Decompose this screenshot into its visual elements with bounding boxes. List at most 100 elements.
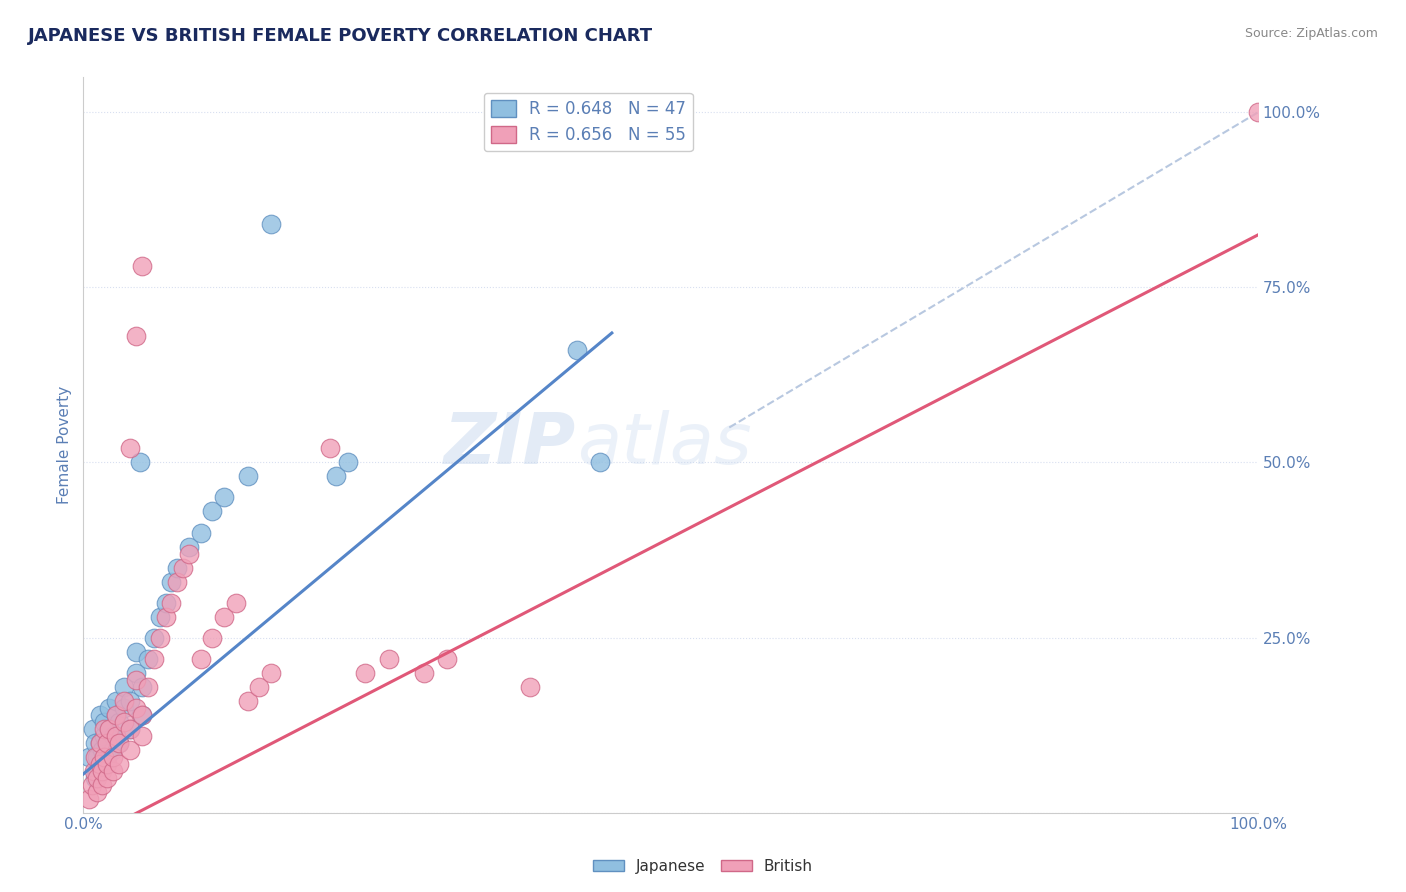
Point: [86, 749, 108, 764]
Point: [177, 547, 200, 561]
Point: [107, 735, 129, 749]
Point: [149, 609, 172, 624]
Point: [131, 707, 153, 722]
Point: [93, 729, 115, 743]
Point: [98, 722, 121, 736]
Point: [436, 651, 458, 665]
Point: [142, 651, 165, 665]
Point: [190, 651, 212, 665]
Point: [260, 218, 283, 232]
Point: [101, 729, 124, 743]
Point: [80, 778, 103, 792]
Point: [107, 756, 129, 771]
Point: [120, 722, 142, 736]
Point: [201, 504, 224, 518]
Point: [589, 455, 612, 469]
Point: [89, 756, 111, 771]
Point: [105, 729, 128, 743]
Point: [354, 665, 377, 680]
Point: [98, 700, 121, 714]
Legend: Japanese, British: Japanese, British: [588, 853, 818, 880]
Point: [172, 560, 194, 574]
Point: [96, 756, 118, 771]
Point: [131, 729, 153, 743]
Point: [160, 595, 183, 609]
Point: [93, 749, 115, 764]
Point: [91, 742, 114, 756]
Point: [107, 714, 129, 729]
Text: ZIP: ZIP: [444, 410, 576, 480]
Point: [105, 707, 128, 722]
Point: [201, 631, 224, 645]
Point: [166, 560, 188, 574]
Point: [319, 442, 342, 456]
Point: [131, 260, 153, 274]
Point: [89, 735, 111, 749]
Point: [131, 680, 153, 694]
Point: [77, 749, 100, 764]
Point: [190, 525, 212, 540]
Point: [77, 791, 100, 805]
Point: [565, 343, 588, 358]
Legend: R = 0.648   N = 47, R = 0.656   N = 55: R = 0.648 N = 47, R = 0.656 N = 55: [484, 93, 693, 151]
Point: [91, 764, 114, 778]
Point: [107, 735, 129, 749]
Point: [1247, 105, 1270, 120]
Point: [160, 574, 183, 589]
Point: [236, 469, 259, 483]
Text: JAPANESE VS BRITISH FEMALE POVERTY CORRELATION CHART: JAPANESE VS BRITISH FEMALE POVERTY CORRE…: [28, 27, 654, 45]
Point: [155, 609, 177, 624]
Point: [93, 714, 115, 729]
Point: [96, 749, 118, 764]
Point: [142, 631, 165, 645]
Point: [93, 722, 115, 736]
Point: [125, 700, 148, 714]
Point: [86, 764, 108, 778]
Point: [149, 631, 172, 645]
Y-axis label: Female Poverty: Female Poverty: [58, 386, 72, 504]
Point: [131, 707, 153, 722]
Point: [84, 771, 107, 785]
Point: [112, 714, 135, 729]
Point: [125, 673, 148, 687]
Point: [84, 749, 107, 764]
Point: [120, 442, 142, 456]
Text: Source: ZipAtlas.com: Source: ZipAtlas.com: [1244, 27, 1378, 40]
Point: [91, 778, 114, 792]
Point: [125, 665, 148, 680]
Point: [212, 491, 235, 505]
Point: [101, 742, 124, 756]
Point: [212, 609, 235, 624]
Point: [519, 680, 541, 694]
Point: [128, 455, 150, 469]
Point: [112, 700, 135, 714]
Point: [325, 469, 347, 483]
Point: [86, 771, 108, 785]
Point: [120, 722, 142, 736]
Point: [86, 784, 108, 798]
Point: [101, 749, 124, 764]
Point: [120, 742, 142, 756]
Point: [89, 707, 111, 722]
Point: [120, 693, 142, 707]
Point: [125, 329, 148, 343]
Point: [166, 574, 188, 589]
Point: [413, 665, 436, 680]
Point: [105, 707, 128, 722]
Point: [98, 722, 121, 736]
Point: [82, 722, 104, 736]
Point: [91, 756, 114, 771]
Point: [249, 680, 271, 694]
Point: [177, 540, 200, 554]
Text: atlas: atlas: [576, 410, 751, 480]
Point: [155, 595, 177, 609]
Point: [96, 735, 118, 749]
Point: [236, 693, 259, 707]
Point: [105, 693, 128, 707]
Point: [377, 651, 399, 665]
Point: [336, 455, 359, 469]
Point: [83, 764, 105, 778]
Point: [101, 764, 124, 778]
Point: [136, 651, 159, 665]
Point: [89, 735, 111, 749]
